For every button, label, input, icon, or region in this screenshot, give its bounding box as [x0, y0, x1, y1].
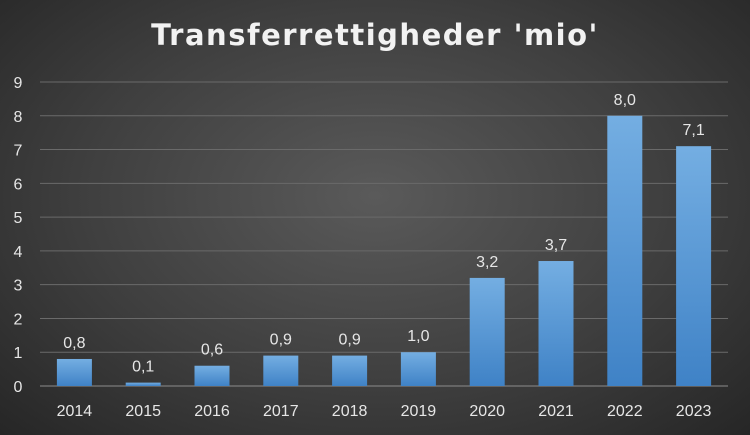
- y-tick-label: 3: [14, 278, 23, 295]
- data-label-2014: 0,8: [63, 335, 85, 352]
- x-tick-label-2022: 2022: [607, 403, 643, 420]
- x-tick-label-2017: 2017: [263, 403, 299, 420]
- data-labels: 0,8 0,1 0,6 0,9 0,9 1,0 3,2 3,7 8,0 7,1: [63, 92, 705, 376]
- data-label-2017: 0,9: [270, 332, 292, 349]
- bar-2015: [125, 382, 161, 386]
- bar-2019: [400, 352, 436, 386]
- bar-2021: [538, 261, 574, 386]
- x-tick-label-2018: 2018: [332, 403, 368, 420]
- bar-2020: [469, 277, 505, 386]
- x-tick-label-2015: 2015: [125, 403, 161, 420]
- y-tick-label: 1: [14, 345, 23, 362]
- y-tick-label: 2: [14, 311, 23, 328]
- bars: [56, 115, 712, 387]
- data-label-2018: 0,9: [338, 332, 360, 349]
- data-label-2021: 3,7: [545, 237, 567, 254]
- x-tick-label-2016: 2016: [194, 403, 230, 420]
- data-label-2019: 1,0: [407, 328, 429, 345]
- x-tick-label-2020: 2020: [469, 403, 505, 420]
- y-tick-label: 5: [14, 210, 23, 227]
- x-tick-label-2023: 2023: [676, 403, 712, 420]
- bar-2023: [676, 146, 712, 386]
- bar-2017: [263, 355, 299, 386]
- x-tick-label-2019: 2019: [401, 403, 437, 420]
- y-tick-label: 8: [14, 109, 23, 126]
- bar-2014: [56, 358, 92, 386]
- bar-2016: [194, 365, 230, 386]
- y-tick-label: 9: [14, 75, 23, 92]
- x-tick-label-2021: 2021: [538, 403, 574, 420]
- data-label-2016: 0,6: [201, 342, 223, 359]
- data-label-2022: 8,0: [614, 92, 636, 109]
- bar-2022: [607, 115, 643, 387]
- x-axis: 2014 2015 2016 2017 2018 2019 2020 2021 2022 2023: [57, 403, 712, 420]
- chart-title: Transferrettigheder 'mio': [151, 18, 599, 52]
- data-label-2020: 3,2: [476, 254, 498, 271]
- y-axis: 0 1 2 3 4 5 6 7 8 9: [14, 75, 23, 396]
- x-tick-label-2014: 2014: [57, 403, 93, 420]
- data-label-2015: 0,1: [132, 359, 154, 376]
- y-tick-label: 0: [14, 379, 23, 396]
- y-tick-label: 4: [14, 244, 23, 261]
- y-tick-label: 7: [14, 143, 23, 160]
- y-tick-label: 6: [14, 176, 23, 193]
- data-label-2023: 7,1: [682, 122, 704, 139]
- bar-2018: [332, 355, 368, 386]
